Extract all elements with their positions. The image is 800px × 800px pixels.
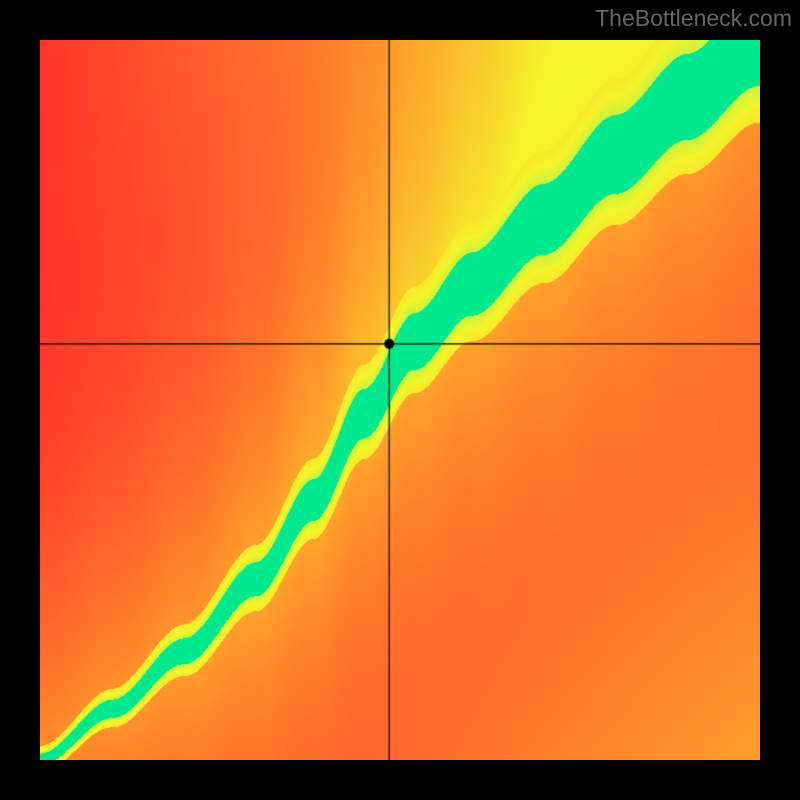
watermark-text: TheBottleneck.com [595, 5, 792, 32]
crosshair-overlay [40, 40, 760, 760]
chart-container: TheBottleneck.com [0, 0, 800, 800]
plot-area [40, 40, 760, 760]
